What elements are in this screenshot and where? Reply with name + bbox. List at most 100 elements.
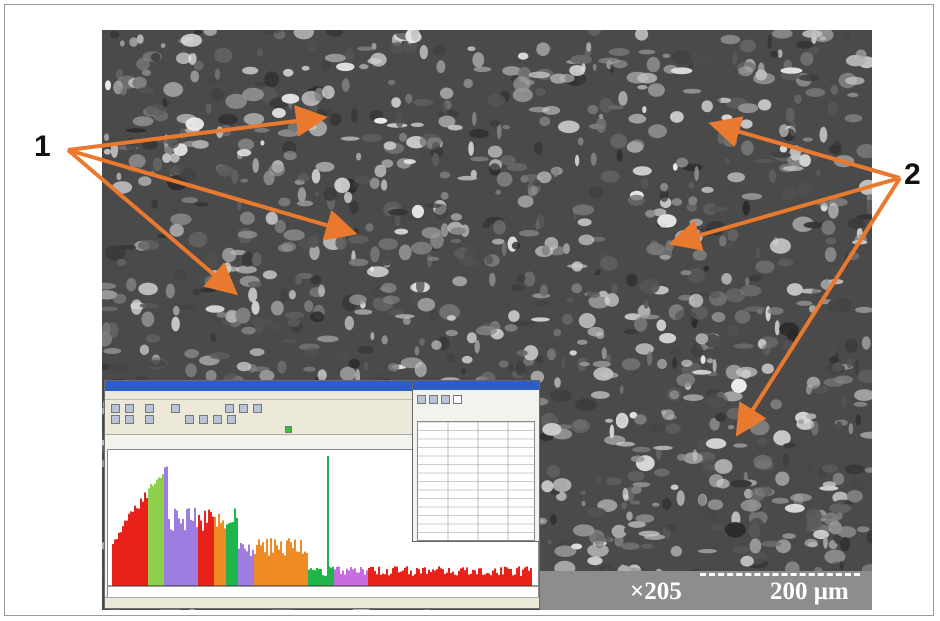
texture-grain	[802, 30, 823, 38]
spectrum-column	[112, 544, 114, 586]
texture-grain	[779, 124, 789, 138]
texture-grain	[643, 534, 665, 540]
texture-grain	[541, 480, 554, 493]
texture-grain	[653, 208, 667, 217]
texture-grain	[145, 334, 161, 343]
spectrum-column	[146, 498, 148, 586]
texture-grain	[670, 111, 684, 123]
spectrum-column	[426, 573, 428, 586]
texture-grain	[259, 370, 275, 382]
texture-grain	[768, 169, 777, 184]
texture-grain	[539, 116, 551, 127]
spectrum-column	[336, 566, 338, 586]
spectrum-column	[492, 570, 494, 586]
texture-grain	[831, 561, 842, 568]
texture-grain	[598, 113, 604, 120]
texture-grain	[569, 350, 577, 356]
texture-grain	[829, 355, 839, 365]
texture-grain	[325, 53, 346, 63]
texture-grain	[577, 137, 584, 146]
spectrum-column	[318, 568, 320, 586]
texture-grain	[432, 152, 440, 167]
texture-grain	[251, 300, 260, 315]
texture-grain	[235, 307, 251, 324]
texture-grain	[265, 211, 278, 225]
texture-grain	[749, 274, 762, 282]
texture-grain	[739, 39, 756, 53]
texture-grain	[706, 392, 728, 408]
texture-grain	[698, 494, 706, 506]
texture-grain	[304, 300, 314, 312]
texture-grain	[510, 284, 525, 292]
texture-grain	[301, 65, 310, 71]
texture-grain	[672, 357, 678, 369]
texture-grain	[512, 87, 533, 103]
texture-grain	[796, 181, 812, 198]
texture-grain	[361, 133, 382, 142]
toolbar-indicator	[285, 426, 292, 433]
texture-grain	[194, 202, 209, 207]
texture-grain	[615, 412, 629, 429]
texture-grain	[861, 336, 871, 350]
texture-grain	[587, 556, 603, 566]
spectrum-column	[354, 568, 356, 586]
results-toolbar-icon	[453, 395, 462, 404]
toolbar-icon	[145, 404, 154, 413]
texture-grain	[150, 52, 161, 62]
spectrum-column	[144, 492, 146, 586]
texture-grain	[632, 166, 652, 176]
texture-grain	[587, 104, 599, 115]
spectrum-column	[520, 576, 522, 586]
texture-grain	[781, 187, 798, 201]
texture-grain	[711, 523, 724, 531]
texture-grain	[472, 52, 485, 68]
texture-grain	[855, 49, 867, 60]
texture-grain	[104, 245, 126, 261]
texture-grain	[103, 148, 111, 155]
spectrum-column	[210, 512, 212, 586]
spectrum-column	[188, 508, 190, 586]
texture-grain	[112, 293, 127, 304]
texture-grain	[248, 287, 258, 303]
texture-grain	[587, 30, 601, 36]
texture-grain	[185, 117, 204, 131]
texture-grain	[769, 238, 791, 254]
texture-grain	[648, 124, 667, 139]
texture-grain	[744, 306, 766, 312]
texture-grain	[744, 488, 753, 499]
texture-grain	[570, 54, 593, 65]
texture-grain	[532, 179, 541, 187]
texture-grain	[857, 526, 870, 533]
toolbar-icon	[145, 415, 154, 424]
texture-grain	[344, 191, 353, 203]
texture-grain	[662, 409, 675, 421]
texture-grain	[767, 307, 784, 315]
texture-grain	[365, 223, 374, 232]
spectrum-column	[466, 567, 468, 586]
spectrum-column	[488, 573, 490, 586]
spectrum-column	[286, 540, 288, 586]
texture-grain	[262, 270, 277, 280]
toolbar-icon	[125, 415, 134, 424]
texture-grain	[848, 423, 854, 435]
texture-grain	[637, 72, 658, 84]
texture-grain	[847, 218, 865, 229]
texture-grain	[589, 268, 597, 275]
spectrum-column	[314, 570, 316, 586]
toolbar-icon	[253, 404, 262, 413]
texture-grain	[819, 36, 827, 41]
texture-grain	[827, 101, 839, 116]
texture-grain	[676, 490, 685, 506]
spectrum-column	[168, 519, 170, 586]
texture-grain	[439, 87, 454, 100]
texture-grain	[303, 366, 316, 372]
texture-grain	[152, 157, 162, 172]
texture-grain	[761, 343, 771, 356]
texture-grain	[354, 176, 371, 185]
texture-grain	[237, 230, 258, 239]
spectrum-column	[444, 573, 446, 586]
texture-grain	[623, 329, 638, 335]
texture-grain	[326, 30, 343, 37]
texture-grain	[501, 241, 507, 257]
texture-grain	[271, 300, 284, 316]
